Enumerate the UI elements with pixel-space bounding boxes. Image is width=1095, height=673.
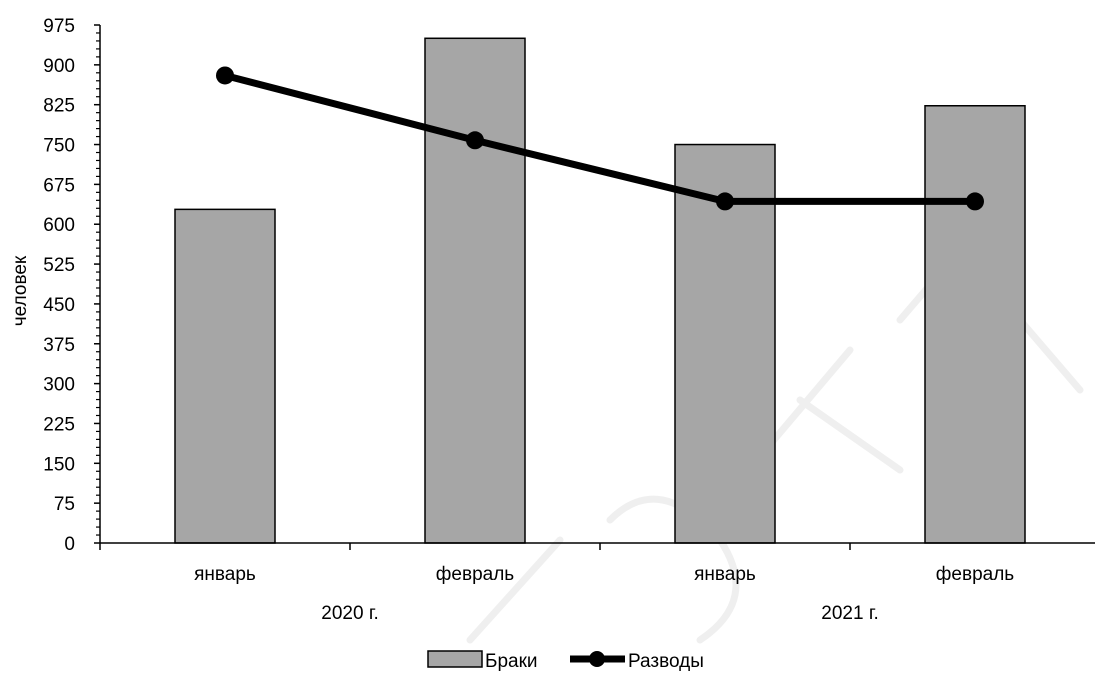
y-axis-title: человек — [10, 255, 31, 326]
y-tick-label: 900 — [43, 56, 75, 77]
legend-swatch-marker — [589, 651, 605, 667]
x-category-label: январь — [694, 564, 756, 585]
legend-label-line: Разводы — [628, 651, 704, 672]
line-series-layer — [216, 66, 984, 211]
bars-layer — [174, 37, 1026, 544]
bar-2 — [674, 143, 776, 544]
legend-swatch-bars — [427, 650, 483, 668]
y-tick-label: 975 — [43, 16, 75, 37]
y-tick-label: 450 — [43, 295, 75, 316]
x-category-label: февраль — [936, 564, 1015, 585]
y-axis-ticks: 0 75 150 225 300 375 450 525 600 675 750 825 900 975 — [43, 16, 100, 555]
legend-label-bars: Браки — [485, 651, 538, 672]
y-tick-label: 225 — [43, 414, 75, 435]
y-tick-label: 75 — [54, 494, 75, 515]
y-tick-label: 525 — [43, 255, 75, 276]
line-point-0 — [216, 66, 234, 85]
bar-1 — [424, 37, 526, 544]
bar-0 — [174, 208, 276, 544]
x-axis-labels: январь февраль январь февраль 2020 г. 2021 г. — [194, 564, 1014, 624]
x-category-label: февраль — [436, 564, 515, 585]
y-tick-label: 825 — [43, 96, 75, 117]
x-category-label: январь — [194, 564, 256, 585]
x-group-label: 2021 г. — [821, 603, 878, 624]
y-tick-label: 0 — [64, 534, 75, 555]
line-series-path — [224, 72, 975, 205]
line-point-2 — [716, 192, 734, 211]
y-tick-label: 750 — [43, 136, 75, 157]
y-tick-label: 300 — [43, 375, 75, 396]
y-tick-label: 600 — [43, 215, 75, 236]
line-point-3 — [966, 192, 984, 211]
axes — [99, 25, 1095, 550]
line-point-1 — [466, 131, 484, 150]
bar-3 — [924, 105, 1026, 544]
y-tick-label: 375 — [43, 335, 75, 356]
legend: Браки Разводы — [427, 650, 704, 672]
y-tick-label: 150 — [43, 454, 75, 475]
y-tick-label: 675 — [43, 175, 75, 196]
x-group-label: 2020 г. — [321, 603, 378, 624]
